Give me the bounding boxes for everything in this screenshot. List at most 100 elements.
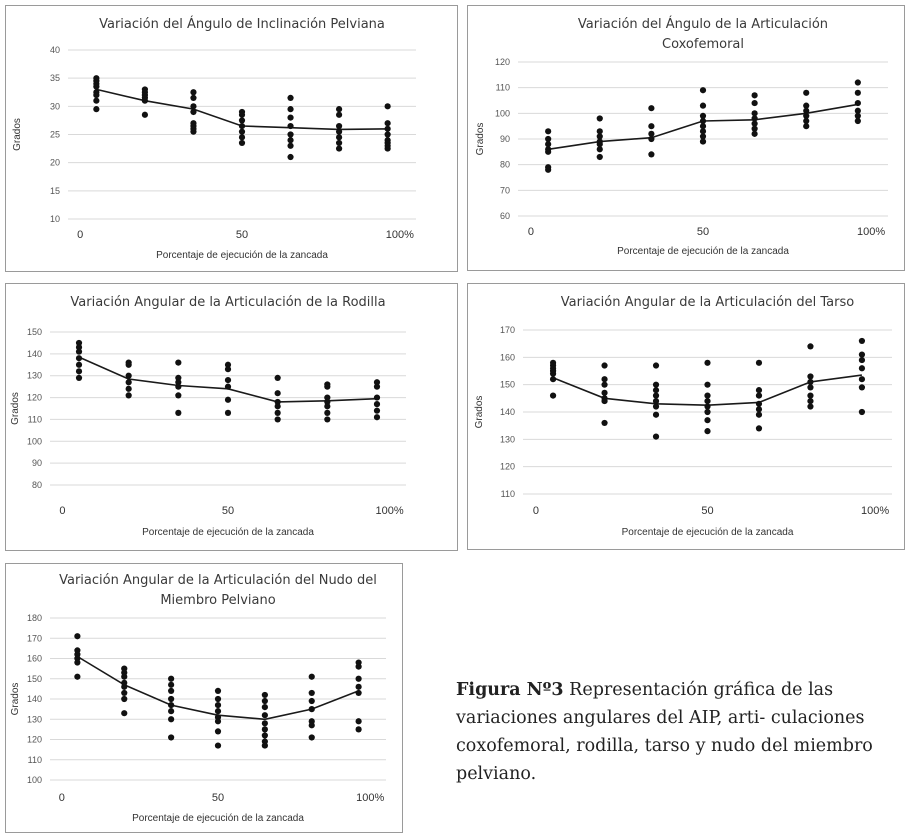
chart-svg: Variación del Ángulo de Inclinación Pelv… (12, 16, 416, 261)
data-point (214, 708, 222, 715)
data-point (704, 392, 711, 399)
data-point (335, 106, 343, 113)
y-axis-label: Grados (10, 683, 21, 716)
chart-svg: Variación Angular de la Articulación de … (10, 295, 406, 538)
data-point (93, 91, 100, 99)
data-point (287, 131, 294, 138)
data-point (699, 102, 707, 109)
data-point (755, 387, 763, 394)
data-point (648, 130, 655, 137)
data-point (168, 701, 175, 709)
data-point (75, 374, 83, 381)
y-axis-label: Grados (12, 118, 23, 151)
data-point (214, 687, 222, 694)
data-point (190, 94, 197, 101)
y-axis-label: Grados (474, 396, 485, 429)
chart-svg: Variación Angular de la Articulación del… (474, 295, 892, 538)
data-point (125, 392, 132, 399)
data-point (545, 135, 552, 143)
data-point (751, 99, 758, 107)
data-point (274, 374, 281, 381)
data-point (224, 409, 232, 416)
y-tick-label: 100 (495, 108, 510, 118)
chart-panel-knee: Variación Angular de la Articulación de … (5, 283, 458, 551)
data-point (274, 416, 281, 423)
data-point (854, 117, 861, 125)
data-point (238, 111, 246, 118)
data-point (274, 398, 281, 406)
data-point (751, 125, 758, 132)
data-point (652, 403, 660, 410)
data-point (596, 141, 603, 148)
x-tick-label: 0 (59, 792, 65, 804)
data-point (125, 379, 132, 386)
data-point (308, 697, 315, 705)
data-point (803, 102, 810, 109)
data-point (858, 351, 866, 358)
data-point (807, 397, 814, 405)
data-point (373, 383, 381, 390)
data-point (596, 128, 603, 135)
x-tick-label: 50 (697, 226, 709, 238)
data-point (261, 697, 268, 705)
data-point (75, 368, 83, 375)
data-point (175, 359, 182, 366)
data-point (121, 689, 128, 697)
data-point (751, 110, 758, 117)
data-point (261, 742, 268, 749)
data-point (190, 128, 197, 135)
y-tick-label: 40 (50, 45, 60, 55)
data-point (355, 726, 362, 733)
x-tick-label: 50 (222, 505, 234, 517)
data-point (807, 384, 814, 391)
data-point (175, 374, 182, 381)
data-point (373, 414, 381, 421)
y-tick-label: 130 (500, 434, 515, 444)
chart-title: Variación Angular de la Articulación de … (70, 295, 385, 310)
data-point (335, 128, 343, 135)
data-point (652, 392, 660, 399)
data-point (596, 115, 603, 122)
data-point (214, 728, 222, 735)
data-point (75, 361, 83, 368)
data-point (384, 120, 391, 127)
data-point (75, 355, 83, 362)
chart-panel-pelvic-inclination: Variación del Ángulo de Inclinación Pelv… (5, 5, 458, 272)
data-point (751, 92, 758, 99)
x-tick-label: 100% (375, 505, 403, 517)
data-point (287, 94, 294, 101)
data-point (141, 97, 149, 104)
data-point (854, 89, 861, 96)
data-point (355, 689, 362, 697)
x-axis-label: Porcentaje de ejecución de la zancada (617, 246, 789, 257)
data-point (125, 385, 132, 392)
y-tick-label: 170 (500, 325, 515, 335)
data-point (652, 387, 660, 394)
data-point (704, 397, 711, 405)
data-point (704, 417, 711, 424)
data-point (601, 381, 608, 388)
data-point (751, 115, 758, 122)
data-point (308, 722, 315, 729)
data-point (168, 681, 175, 688)
data-point (261, 704, 268, 711)
data-point (261, 712, 268, 719)
data-point (261, 726, 268, 733)
data-point (93, 83, 100, 90)
y-tick-label: 25 (50, 130, 60, 140)
data-point (699, 112, 707, 119)
y-tick-label: 140 (500, 407, 515, 417)
data-point (803, 117, 810, 125)
data-point (545, 166, 552, 173)
data-point (858, 384, 866, 391)
data-point (807, 392, 814, 399)
data-point (335, 134, 343, 141)
y-tick-label: 110 (496, 83, 510, 93)
data-point (755, 400, 763, 407)
data-point (335, 111, 343, 118)
data-point (373, 379, 381, 386)
data-point (807, 343, 814, 350)
data-point (175, 409, 182, 416)
data-point (803, 123, 810, 130)
data-point (648, 105, 655, 112)
